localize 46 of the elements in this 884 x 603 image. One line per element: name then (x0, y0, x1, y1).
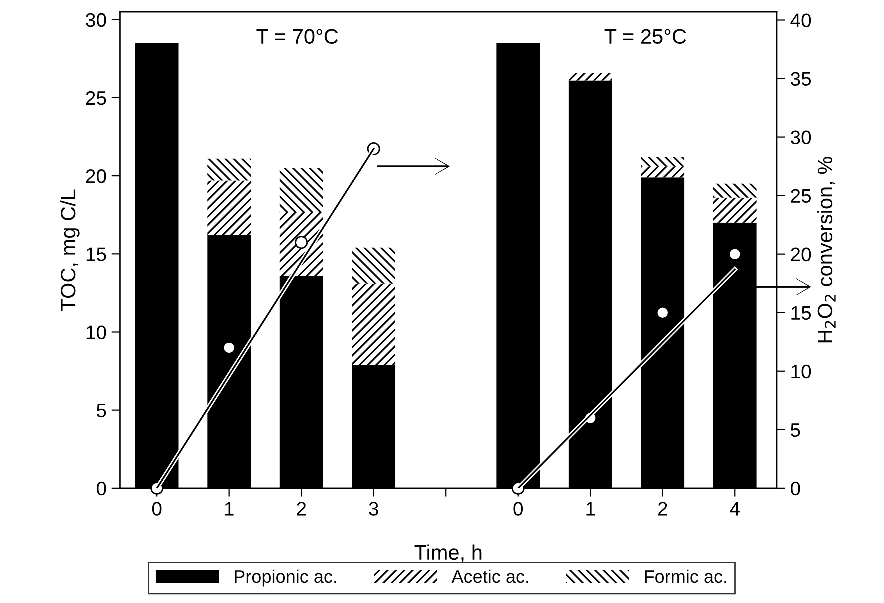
x-tick-label: 0 (152, 502, 162, 516)
bar (208, 180, 252, 236)
x-tick-label: 1 (225, 502, 234, 516)
y2-tick-label: 35 (790, 72, 812, 86)
y2-tick-label: 20 (791, 248, 812, 262)
legend-label: Propionic ac. (235, 570, 336, 587)
bar (641, 157, 685, 167)
y-tick-label: 25 (86, 91, 106, 106)
x-tick-label: 1 (586, 502, 596, 516)
y2-tick-label: 5 (791, 424, 800, 438)
bar (352, 248, 396, 284)
annotation: T = 25°C (604, 29, 686, 44)
y-tick-label: 5 (96, 404, 106, 418)
y-tick-label: 10 (86, 326, 106, 340)
x-tick-label: 3 (369, 502, 378, 516)
x-tick-label: 2 (658, 502, 668, 516)
annotation: T = 70°C (256, 29, 338, 44)
bar (641, 166, 685, 178)
x-axis-title: Time, h (414, 544, 482, 563)
y2-axis-title: H$_{2}$O$_{2}$ conversion, % (817, 157, 836, 343)
y2-tick-label: 15 (792, 306, 812, 320)
legend-label: Acetic ac. (452, 570, 528, 584)
legend-label: Formic ac. (645, 570, 726, 584)
point (656, 306, 670, 320)
x-tick-label: 0 (514, 502, 524, 516)
point (728, 248, 742, 261)
y-tick-label: 20 (86, 170, 106, 184)
bar (208, 158, 252, 181)
point (295, 236, 308, 250)
y2-tick-label: 0 (790, 482, 800, 496)
bar (280, 168, 324, 212)
bar (713, 184, 757, 198)
point (222, 341, 236, 354)
y-tick-label: 15 (86, 248, 106, 262)
bar (568, 72, 612, 81)
bar (713, 198, 757, 223)
bar (352, 284, 396, 366)
y2-tick-label: 40 (790, 14, 812, 28)
y-tick-label: 30 (86, 13, 106, 28)
y2-tick-label: 30 (790, 130, 812, 145)
y-axis-title: TOC, mg C/L (60, 190, 80, 311)
y-tick-label: 0 (96, 482, 106, 496)
x-tick-label: 4 (730, 502, 740, 516)
y2-tick-label: 10 (792, 364, 812, 379)
y2-tick-label: 25 (791, 189, 812, 204)
x-tick-label: 2 (297, 502, 306, 516)
